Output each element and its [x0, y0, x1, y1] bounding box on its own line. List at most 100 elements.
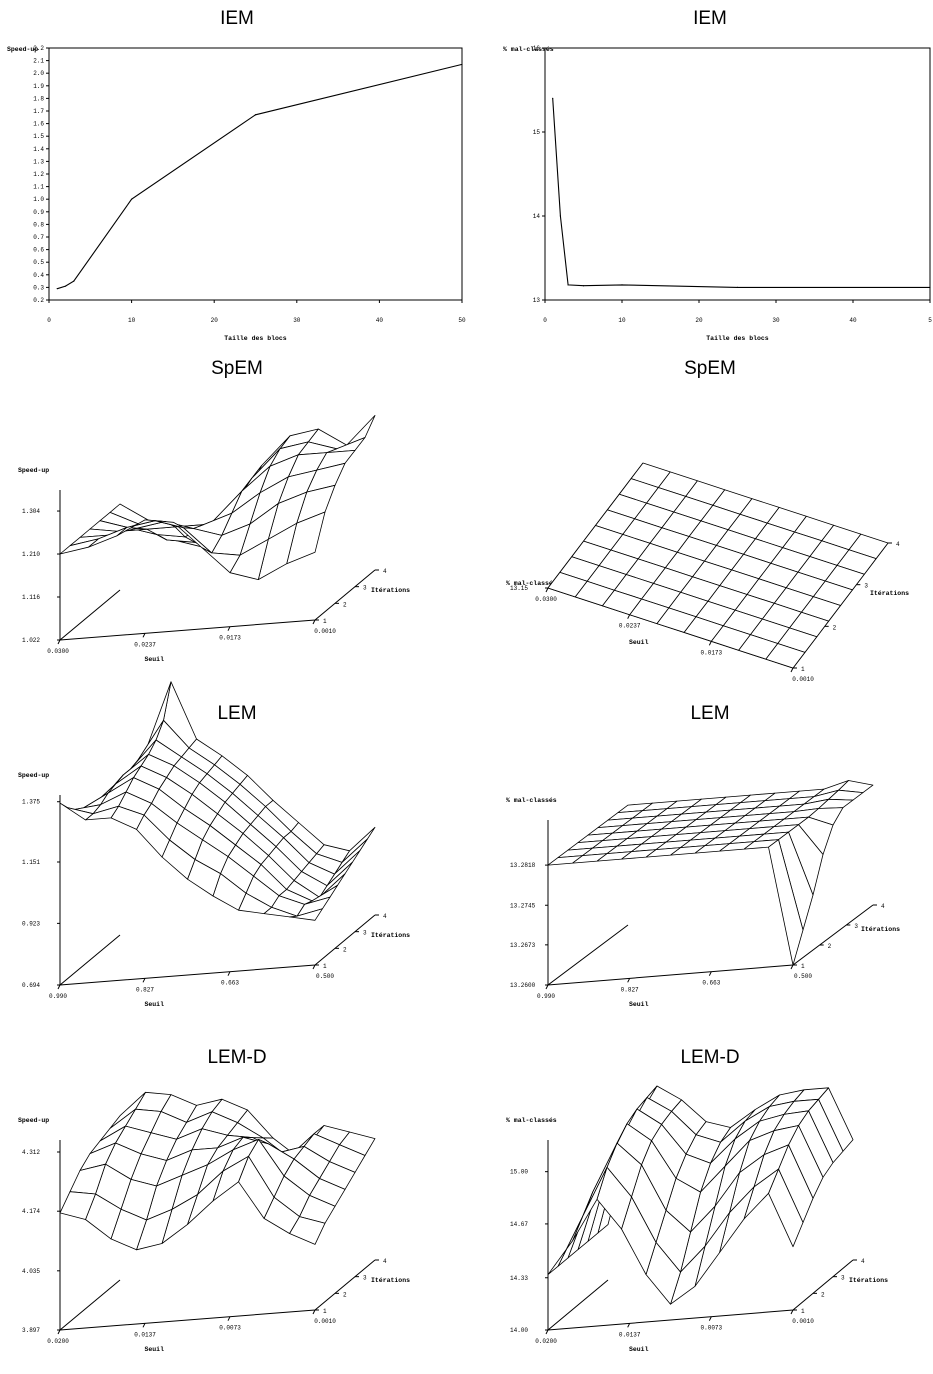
data-point [736, 286, 739, 288]
x-tick-label: 0.0010 [792, 1318, 814, 1325]
chart-title: SpEM [684, 358, 736, 379]
x-tick-label: 0 [47, 317, 51, 324]
y-tick-label: 1.0 [33, 196, 44, 203]
z-tick-label: 13.2673 [510, 942, 536, 949]
z-axis-label: % mal-classés [506, 580, 557, 587]
x-tick-label: 0.990 [537, 993, 555, 1000]
x-tick-label: 0.0137 [134, 1331, 156, 1338]
x-tick-label: 0.0200 [535, 1338, 557, 1345]
y-tick-label: 3 [363, 930, 367, 937]
z-tick-label: 1.022 [22, 637, 40, 644]
plot-frame [48, 47, 463, 301]
data-point [131, 198, 133, 200]
x-tick [545, 1329, 549, 1335]
y-tick-label: 4 [896, 541, 900, 548]
y-tick-label: 2.1 [33, 58, 44, 65]
y-tick-label: 3 [841, 1275, 845, 1282]
data-point [73, 280, 75, 282]
chart-6: LEM 13.2600 13.2673 13.2745 13.2818 % mal-cla… [506, 703, 900, 1008]
x-axis-label: Seuil [144, 1346, 164, 1353]
series-line [57, 63, 463, 290]
chart-title: IEM [693, 8, 727, 29]
y-tick-label: 1.2 [33, 171, 44, 178]
y-axis: 0.2 0.3 0.4 0.5 0.6 0.7 0.8 0.9 1.0 1.1 1.2 1.3 1.4 1… [33, 45, 49, 304]
data-point [552, 97, 554, 99]
x-tick-label: 0.0010 [314, 628, 336, 635]
x-tick-label: 0.827 [621, 986, 639, 993]
y-tick-label: 3 [363, 585, 367, 592]
x-axis: 0 10 20 30 40 50 [47, 300, 466, 324]
x-tick-label: 0.990 [49, 993, 67, 1000]
y-tick-label: 13 [533, 297, 541, 304]
x-tick-label: 0.0200 [47, 1338, 69, 1345]
x-tick-label: 0.500 [794, 973, 812, 980]
chart-title: IEM [220, 8, 254, 29]
y-axis-label: Itérations [371, 932, 410, 939]
chart-title: LEM-D [680, 1047, 739, 1068]
x-tick-label: 0.663 [221, 980, 239, 987]
y-tick-label: 2 [343, 601, 347, 608]
surface-cell [59, 538, 99, 555]
x-tick-label: 0.0010 [792, 676, 814, 683]
y-tick-label: 0.7 [33, 234, 44, 241]
chart-5: LEM 0.694 0.923 1.151 1.375 Speed-up 0.990 0.82… [18, 681, 410, 1008]
x-tick-label: 5 [928, 317, 932, 324]
y-tick-label: 1 [323, 618, 327, 625]
z-tick-label: 4.312 [22, 1149, 40, 1156]
y-tick-label: 1 [323, 1308, 327, 1315]
y-tick-label: 0.3 [33, 284, 44, 291]
y-tick-label: 1.6 [33, 121, 44, 128]
y-axis-label: Itérations [371, 1277, 410, 1284]
x-axis: 0 10 20 30 40 5 [543, 300, 932, 324]
chart-title: LEM-D [207, 1047, 266, 1068]
x-tick [227, 971, 231, 976]
chart-4: SpEM 13.15% mal-classés 0.0300 0.0237 0.0173… [506, 358, 909, 683]
data-point [567, 284, 569, 286]
z-tick-label: 0.923 [22, 920, 40, 927]
y-tick-label: 3 [854, 923, 858, 930]
base-plane [58, 1259, 376, 1331]
x-tick [57, 639, 61, 645]
surface-cell [547, 572, 588, 598]
surface-cell [59, 802, 94, 821]
y-tick-label: 2 [833, 624, 837, 631]
y-tick-label: 0.5 [33, 259, 44, 266]
x-axis-label: Taille des blocs [706, 335, 769, 342]
y-tick-label: 2 [343, 946, 347, 953]
x-tick [312, 964, 316, 970]
x-axis-label: Taille des blocs [224, 335, 287, 342]
y-tick-label: 0.9 [33, 209, 44, 216]
x-axis-label: Seuil [629, 639, 649, 646]
y-axis-label: Itérations [870, 590, 909, 597]
x-tick-label: 30 [772, 317, 780, 324]
base-plane [546, 1259, 854, 1331]
x-tick [790, 964, 794, 970]
x-tick-label: 0.0173 [219, 635, 241, 642]
data-point [254, 114, 257, 116]
x-tick-label: 0.663 [702, 980, 720, 987]
x-tick [790, 1309, 794, 1315]
data-point [64, 285, 67, 287]
y-tick-label: 1 [801, 1308, 805, 1315]
x-tick-label: 0.0073 [701, 1325, 723, 1332]
surface-mesh [59, 681, 376, 921]
x-tick [227, 1316, 231, 1321]
y-tick-label: 16 [533, 45, 541, 52]
z-tick-label: 4.174 [22, 1208, 40, 1215]
y-tick-label: 1.3 [33, 158, 44, 165]
z-tick-label: 14.00 [510, 1327, 528, 1334]
x-tick-label: 50 [458, 317, 466, 324]
x-tick-label: 0.0137 [619, 1331, 641, 1338]
y-tick-label: 4 [881, 903, 885, 910]
z-tick-label: 1.116 [22, 594, 40, 601]
y-axis-label: Itérations [861, 926, 900, 933]
x-tick [627, 1323, 631, 1328]
y-tick-label: 0.8 [33, 221, 44, 228]
surface-mesh [59, 414, 376, 580]
y-tick-label: 15 [533, 129, 541, 136]
z-axis-label: % mal-classés [506, 1117, 557, 1124]
chart-1: IEM 0.2 0.3 0.4 0.5 0.6 0.7 0.8 0.9 1.0 1.1 1.2 1.3 1… [7, 8, 466, 342]
base-plane [58, 569, 376, 641]
x-tick-label: 0.0173 [701, 649, 723, 656]
